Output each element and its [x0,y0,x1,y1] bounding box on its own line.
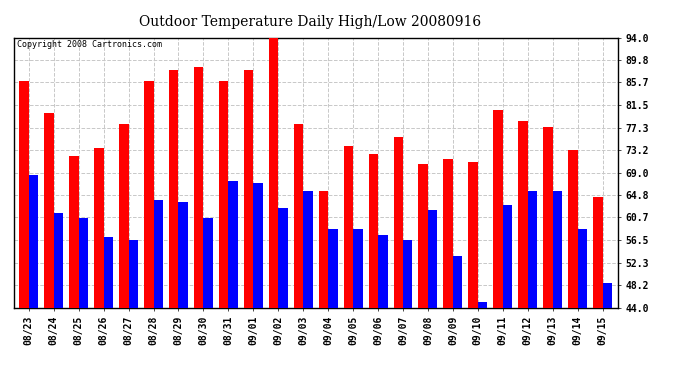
Bar [278,208,288,308]
Bar [269,38,278,308]
Bar [543,127,553,308]
Bar [393,137,403,308]
Bar [69,156,79,308]
Bar [518,121,528,308]
Bar [418,164,428,308]
Bar [19,81,29,308]
Bar [469,162,478,308]
Bar [319,191,328,308]
Text: Outdoor Temperature Daily High/Low 20080916: Outdoor Temperature Daily High/Low 20080… [139,15,482,29]
Bar [428,210,437,308]
Bar [593,197,602,308]
Bar [194,67,204,308]
Bar [128,240,138,308]
Bar [29,175,38,308]
Bar [144,81,153,308]
Bar [79,218,88,308]
Bar [553,191,562,308]
Bar [153,200,163,308]
Bar [344,146,353,308]
Bar [578,229,587,308]
Bar [219,81,228,308]
Bar [528,191,538,308]
Bar [253,183,263,308]
Bar [328,229,337,308]
Bar [228,181,238,308]
Bar [478,302,487,307]
Bar [602,283,612,308]
Bar [169,70,179,308]
Bar [44,113,54,308]
Bar [119,124,128,308]
Bar [179,202,188,308]
Bar [403,240,413,308]
Bar [54,213,63,308]
Bar [568,150,578,308]
Bar [493,110,503,308]
Bar [104,237,113,308]
Bar [294,124,303,308]
Bar [353,229,362,308]
Bar [244,70,253,308]
Bar [204,218,213,308]
Bar [94,148,104,308]
Bar [453,256,462,307]
Bar [503,205,512,308]
Bar [303,191,313,308]
Bar [378,235,388,308]
Bar [368,154,378,308]
Text: Copyright 2008 Cartronics.com: Copyright 2008 Cartronics.com [17,40,162,49]
Bar [444,159,453,308]
